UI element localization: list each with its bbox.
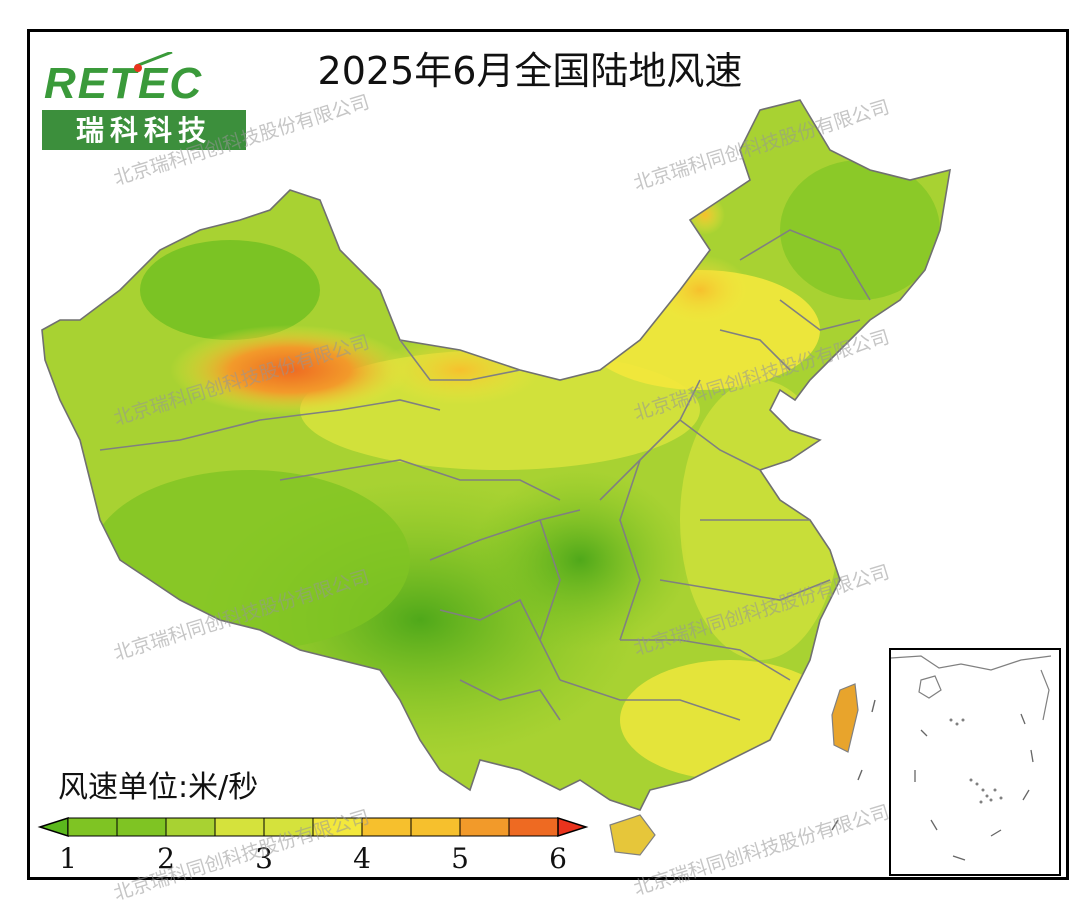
legend-unit-label: 风速单位:米/秒 bbox=[58, 770, 259, 805]
map-title: 2025年6月全国陆地风速 bbox=[317, 49, 743, 93]
legend-swatch bbox=[459, 817, 510, 837]
legend-arrow-high bbox=[557, 816, 589, 838]
legend-tick: 2 bbox=[157, 842, 175, 875]
legend-swatch bbox=[312, 817, 363, 837]
legend-swatch bbox=[410, 817, 461, 837]
legend-tick: 4 bbox=[353, 842, 371, 875]
legend-swatch bbox=[165, 817, 216, 837]
legend-swatch bbox=[67, 817, 118, 837]
legend-tick: 5 bbox=[451, 842, 469, 875]
legend-swatch bbox=[116, 817, 167, 837]
logo-graphic: RETEC 瑞科科技 bbox=[42, 50, 246, 150]
legend-tick: 1 bbox=[59, 842, 77, 875]
inset-map bbox=[890, 655, 1052, 861]
south-china-sea-inset bbox=[889, 648, 1061, 876]
legend-swatch bbox=[214, 817, 265, 837]
legend-colorbar bbox=[37, 816, 589, 838]
legend-arrow-low bbox=[37, 816, 69, 838]
hainan-island bbox=[609, 814, 656, 856]
legend-tick: 3 bbox=[255, 842, 273, 875]
nine-dash-line-mainland bbox=[831, 699, 876, 831]
svg-text:RETEC: RETEC bbox=[44, 59, 203, 108]
province-borders bbox=[41, 99, 951, 811]
legend-swatch bbox=[263, 817, 314, 837]
taiwan-island bbox=[831, 683, 859, 753]
legend-swatch bbox=[508, 817, 559, 837]
svg-text:瑞科科技: 瑞科科技 bbox=[76, 114, 212, 147]
retec-logo: RETEC 瑞科科技 bbox=[42, 50, 248, 152]
legend-swatch bbox=[361, 817, 412, 837]
legend-tick: 6 bbox=[549, 842, 567, 875]
